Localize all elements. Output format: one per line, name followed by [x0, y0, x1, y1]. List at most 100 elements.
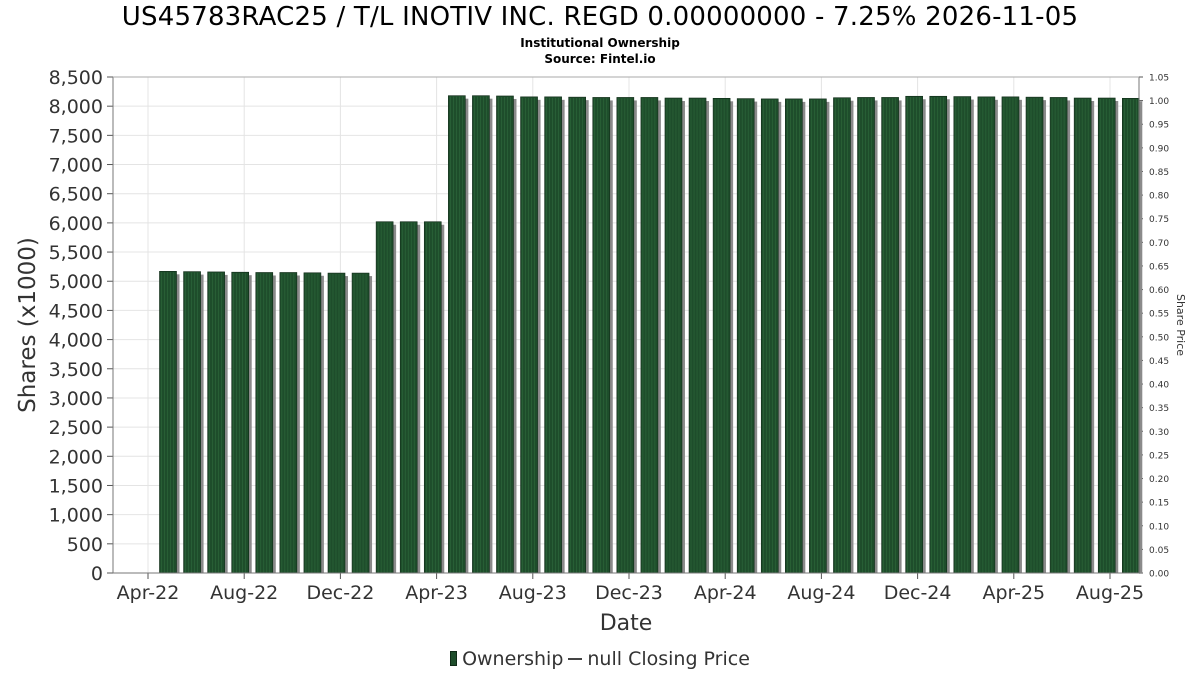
- ownership-bar: [1025, 96, 1044, 574]
- x-tick-label: Apr-25: [982, 582, 1045, 604]
- ownership-chart: 0 500 1,000 1,500 2,000 2,500 3,000 3,500 4,000 4…: [15, 67, 1187, 636]
- y2-tick-label: 0.35: [1149, 404, 1169, 414]
- ownership-bar: [640, 97, 659, 574]
- ownership-bar: [351, 272, 370, 574]
- x-tick-label: Dec-22: [306, 582, 374, 604]
- y-tick-label: 5,500: [49, 242, 103, 264]
- y2-tick-label: 0.30: [1149, 428, 1169, 438]
- price-legend-line: [568, 658, 583, 660]
- y-tick-label: 3,500: [49, 359, 103, 381]
- y2-tick-label: 0.65: [1149, 262, 1169, 272]
- y2-tick-label: 0.15: [1149, 499, 1169, 509]
- y-tick-label: 2,500: [49, 417, 103, 439]
- ownership-bar: [977, 96, 996, 574]
- y-tick-label: 1,500: [49, 475, 103, 497]
- y2-tick-label: 0.85: [1149, 168, 1169, 178]
- ownership-bar: [712, 97, 731, 574]
- y-axis-label: Shares (x1000): [15, 237, 41, 413]
- y2-tick-label: 0.25: [1149, 451, 1169, 461]
- ownership-bar: [760, 98, 779, 574]
- chart-subtitle: Institutional Ownership: [520, 36, 680, 50]
- y2-tick-label: 0.40: [1149, 381, 1169, 391]
- x-axis-label: Date: [600, 611, 653, 636]
- x-tick-label: Dec-24: [884, 582, 952, 604]
- ownership-bar: [905, 95, 923, 574]
- y-tick-label: 4,000: [49, 330, 103, 352]
- ownership-bar: [568, 96, 586, 574]
- y-tick-label: 2,000: [49, 446, 103, 468]
- y-tick-label: 8,000: [49, 96, 103, 118]
- ownership-bar: [785, 98, 803, 574]
- y-tick-label: 1,000: [49, 505, 103, 527]
- y2-tick-label: 0.70: [1149, 239, 1169, 249]
- chart-title: US45783RAC25 / T/L INOTIV INC. REGD 0.00…: [121, 2, 1079, 32]
- ownership-bar: [183, 271, 201, 574]
- ownership-bar: [664, 97, 683, 574]
- y2-tick-label: 0.90: [1149, 144, 1169, 154]
- x-tick-label: Aug-22: [210, 582, 278, 604]
- ownership-bar: [953, 96, 972, 574]
- ownership-bar: [496, 95, 514, 574]
- ownership-bar: [1073, 97, 1092, 574]
- y-tick-label: 4,500: [49, 300, 103, 322]
- y2-tick-label: 0.80: [1149, 192, 1169, 202]
- ownership-bar: [544, 96, 562, 574]
- ownership-bar: [472, 95, 490, 574]
- y2-tick-label: 0.20: [1149, 475, 1169, 485]
- ownership-bar: [688, 97, 707, 574]
- y-tick-label: 6,500: [49, 184, 103, 206]
- y2-tick-label: 0.95: [1149, 121, 1169, 131]
- y2-tick-label: 1.00: [1149, 97, 1169, 107]
- ownership-bar: [279, 272, 298, 574]
- y-tick-label: 6,000: [49, 213, 103, 235]
- y2-tick-label: 0.00: [1149, 570, 1169, 580]
- y-tick-label: 500: [67, 534, 103, 556]
- ownership-bar: [1001, 96, 1020, 574]
- y2-tick-label: 1.05: [1149, 74, 1169, 84]
- x-tick-label: Aug-23: [499, 582, 567, 604]
- y-tick-label: 7,500: [49, 125, 103, 147]
- y-tick-label: 0: [91, 563, 103, 585]
- ownership-bar: [399, 221, 418, 574]
- ownership-bar: [857, 97, 875, 574]
- y2-tick-label: 0.05: [1149, 546, 1169, 556]
- ownership-bar: [327, 272, 346, 574]
- ownership-legend-label: Ownership: [462, 648, 564, 670]
- y-tick-label: 8,500: [49, 67, 103, 89]
- x-tick-label: Aug-25: [1076, 582, 1144, 604]
- y2-tick-label: 0.45: [1149, 357, 1169, 367]
- ownership-bar: [448, 95, 466, 574]
- ownership-bar: [881, 97, 899, 574]
- ownership-bar: [592, 97, 611, 574]
- ownership-bar: [809, 98, 827, 574]
- y2-tick-label: 0.50: [1149, 333, 1169, 343]
- x-tick-label: Aug-24: [787, 582, 855, 604]
- y-tick-label: 3,000: [49, 388, 103, 410]
- x-tick-label: Apr-23: [405, 582, 468, 604]
- ownership-bar: [1122, 97, 1140, 574]
- y2-tick-label: 0.55: [1149, 310, 1169, 320]
- ownership-bar: [303, 272, 322, 574]
- ownership-bar: [929, 95, 948, 574]
- ownership-bar: [255, 272, 274, 574]
- ownership-bar: [375, 221, 394, 574]
- ownership-bar: [616, 97, 635, 574]
- chart-source: Source: Fintel.io: [544, 52, 656, 66]
- ownership-bar: [1049, 97, 1068, 574]
- y-tick-label: 5,000: [49, 271, 103, 293]
- ownership-bar: [520, 96, 538, 574]
- ownership-bar: [423, 221, 442, 574]
- y2-tick-label: 0.75: [1149, 215, 1169, 225]
- ownership-bar: [207, 271, 225, 574]
- ownership-legend-swatch: [450, 651, 458, 666]
- y-tick-label: 7,000: [49, 155, 103, 177]
- x-tick-label: Dec-23: [595, 582, 663, 604]
- x-tick-label: Apr-22: [117, 582, 180, 604]
- chart-legend: Ownership null Closing Price: [0, 648, 1200, 670]
- ownership-bar: [1097, 97, 1116, 574]
- x-tick-label: Apr-24: [694, 582, 757, 604]
- ownership-bar: [833, 97, 851, 574]
- y2-tick-label: 0.10: [1149, 522, 1169, 532]
- y2-tick-label: 0.60: [1149, 286, 1169, 296]
- price-legend-label: null Closing Price: [587, 648, 750, 670]
